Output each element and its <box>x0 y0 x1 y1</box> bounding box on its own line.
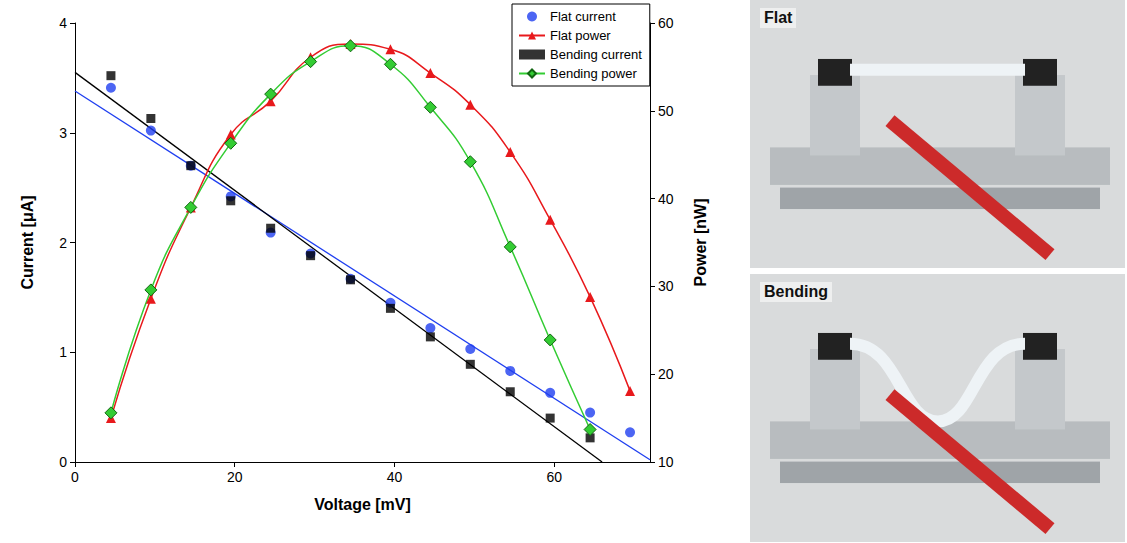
svg-text:30: 30 <box>658 278 674 294</box>
svg-text:2: 2 <box>59 235 67 251</box>
svg-text:60: 60 <box>546 469 562 485</box>
html-text:Flat: Flat <box>764 9 793 26</box>
svg-text:60: 60 <box>658 15 674 31</box>
svg-text:20: 20 <box>658 366 674 382</box>
svg-text:Current [μA]: Current [μA] <box>19 195 36 289</box>
svg-text:Flat current: Flat current <box>550 9 616 24</box>
svg-text:0: 0 <box>59 454 67 470</box>
svg-text:0: 0 <box>71 469 79 485</box>
svg-text:40: 40 <box>658 191 674 207</box>
svg-text:4: 4 <box>59 15 67 31</box>
svg-text:Bending current: Bending current <box>550 47 642 62</box>
svg-text:1: 1 <box>59 344 67 360</box>
svg-text:Power [nW]: Power [nW] <box>692 199 709 287</box>
html-text:Bending: Bending <box>764 283 828 300</box>
svg-text:40: 40 <box>387 469 403 485</box>
svg-text:Flat power: Flat power <box>550 28 611 43</box>
svg-text:10: 10 <box>658 454 674 470</box>
svg-text:50: 50 <box>658 103 674 119</box>
svg-text:Voltage [mV]: Voltage [mV] <box>314 496 411 513</box>
svg-text:Bending power: Bending power <box>550 66 637 81</box>
svg-text:20: 20 <box>227 469 243 485</box>
svg-text:3: 3 <box>59 125 67 141</box>
